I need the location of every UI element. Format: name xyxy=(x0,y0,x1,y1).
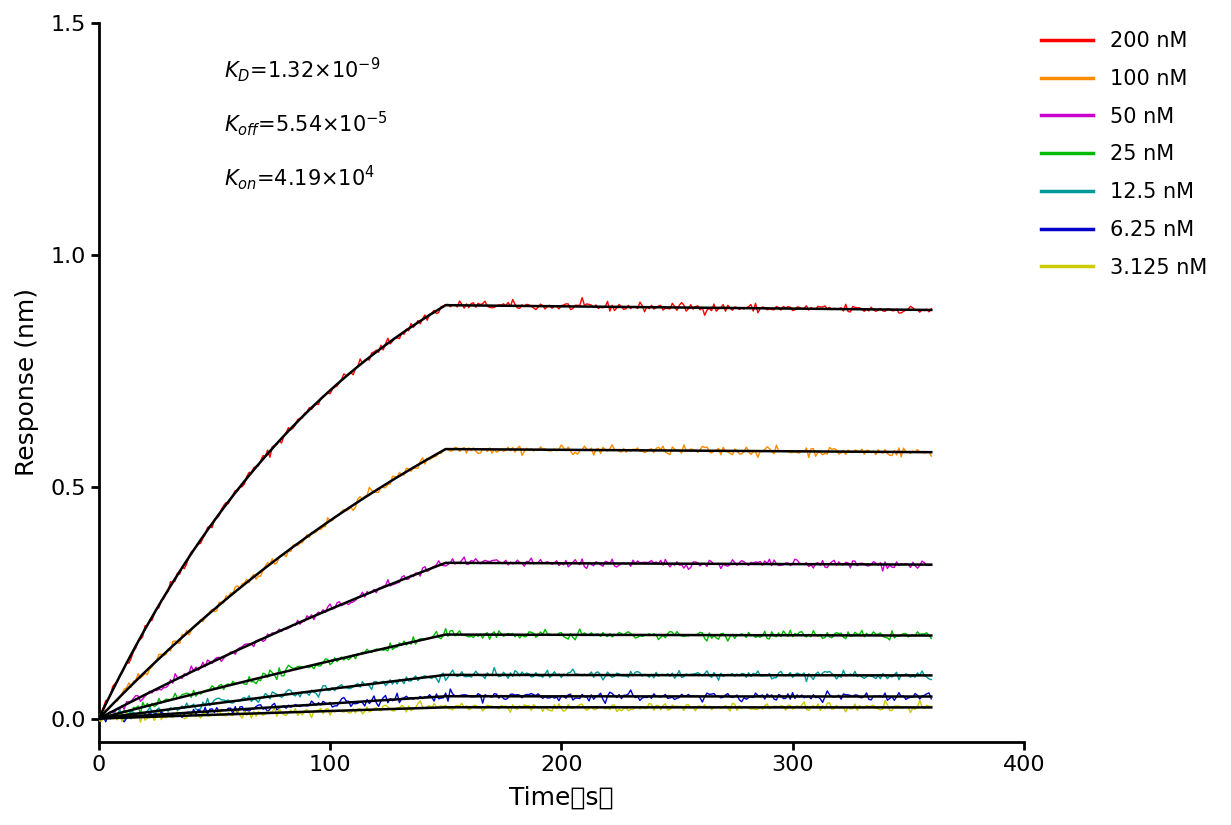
12.5 nM xyxy=(598,672,613,681)
200 nM xyxy=(565,304,580,314)
100 nM xyxy=(249,574,263,584)
X-axis label: Time（s）: Time（s） xyxy=(510,786,613,810)
50 nM xyxy=(614,559,629,568)
25 nM xyxy=(617,630,632,640)
100 nM xyxy=(567,447,582,457)
Text: $K_{off}$=5.54×10$^{-5}$: $K_{off}$=5.54×10$^{-5}$ xyxy=(224,109,388,138)
12.5 nM xyxy=(617,671,632,681)
200 nM xyxy=(246,463,261,473)
Line: 25 nM: 25 nM xyxy=(98,629,932,717)
12.5 nM xyxy=(827,670,842,680)
12.5 nM xyxy=(570,669,585,679)
6.25 nM xyxy=(567,693,582,703)
200 nM xyxy=(614,302,629,312)
Y-axis label: Response (nm): Response (nm) xyxy=(15,289,39,476)
50 nM xyxy=(91,717,106,727)
25 nM xyxy=(91,709,106,719)
200 nM xyxy=(924,304,939,314)
6.25 nM xyxy=(924,694,939,704)
Text: $K_D$=1.32×10$^{-9}$: $K_D$=1.32×10$^{-9}$ xyxy=(224,55,380,84)
3.125 nM xyxy=(114,717,129,727)
200 nM xyxy=(575,293,590,303)
200 nM xyxy=(91,713,106,723)
3.125 nM xyxy=(133,717,148,727)
12.5 nM xyxy=(249,695,263,705)
100 nM xyxy=(924,451,939,461)
3.125 nM xyxy=(91,715,106,725)
100 nM xyxy=(91,710,106,720)
100 nM xyxy=(827,444,842,454)
Line: 6.25 nM: 6.25 nM xyxy=(98,689,932,722)
25 nM xyxy=(598,630,613,640)
200 nM xyxy=(825,304,840,314)
25 nM xyxy=(570,629,585,639)
3.125 nM xyxy=(912,695,927,705)
50 nM xyxy=(567,554,582,564)
50 nM xyxy=(457,552,471,562)
25 nM xyxy=(924,634,939,644)
6.25 nM xyxy=(825,691,840,701)
6.25 nM xyxy=(443,684,458,694)
100 nM xyxy=(94,711,108,721)
12.5 nM xyxy=(94,714,108,724)
6.25 nM xyxy=(246,705,261,714)
25 nM xyxy=(117,705,132,715)
50 nM xyxy=(246,642,261,652)
Line: 12.5 nM: 12.5 nM xyxy=(98,667,932,719)
50 nM xyxy=(825,557,840,567)
3.125 nM xyxy=(825,705,840,714)
200 nM xyxy=(114,668,129,678)
6.25 nM xyxy=(596,695,611,705)
6.25 nM xyxy=(114,714,129,724)
3.125 nM xyxy=(249,711,263,721)
100 nM xyxy=(117,684,132,694)
Line: 200 nM: 200 nM xyxy=(98,298,932,718)
6.25 nM xyxy=(91,717,106,727)
12.5 nM xyxy=(117,714,132,724)
Line: 100 nM: 100 nM xyxy=(98,445,932,716)
12.5 nM xyxy=(91,713,106,723)
3.125 nM xyxy=(924,701,939,711)
3.125 nM xyxy=(614,706,629,716)
6.25 nM xyxy=(614,694,629,704)
Legend: 200 nM, 100 nM, 50 nM, 25 nM, 12.5 nM, 6.25 nM, 3.125 nM: 200 nM, 100 nM, 50 nM, 25 nM, 12.5 nM, 6… xyxy=(1033,23,1216,286)
12.5 nM xyxy=(486,662,501,672)
50 nM xyxy=(596,562,611,572)
3.125 nM xyxy=(567,702,582,712)
Line: 3.125 nM: 3.125 nM xyxy=(98,700,932,722)
200 nM xyxy=(596,303,611,313)
25 nM xyxy=(249,679,263,689)
25 nM xyxy=(827,629,842,639)
25 nM xyxy=(438,624,453,634)
Text: $K_{on}$=4.19×10$^4$: $K_{on}$=4.19×10$^4$ xyxy=(224,163,374,192)
3.125 nM xyxy=(596,702,611,712)
100 nM xyxy=(596,442,611,452)
100 nM xyxy=(604,440,619,450)
12.5 nM xyxy=(924,675,939,685)
25 nM xyxy=(94,712,108,722)
50 nM xyxy=(924,560,939,570)
Line: 50 nM: 50 nM xyxy=(98,557,932,722)
50 nM xyxy=(114,700,129,710)
100 nM xyxy=(617,443,632,453)
